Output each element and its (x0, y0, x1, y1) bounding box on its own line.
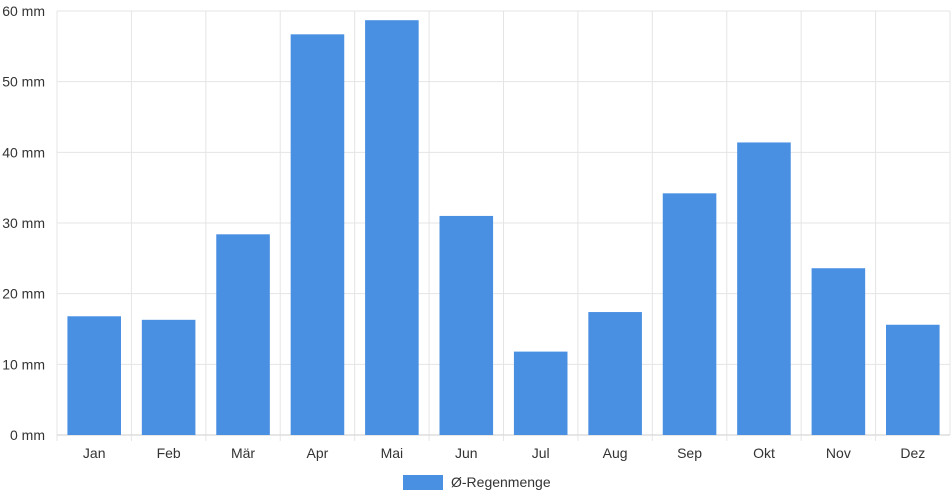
x-tick-label: Apr (307, 445, 329, 461)
x-tick-label: Okt (753, 445, 775, 461)
bar-dez[interactable] (886, 324, 940, 435)
x-tick-label: Jun (455, 445, 478, 461)
x-tick-label: Jan (83, 445, 106, 461)
bar-feb[interactable] (141, 319, 196, 435)
bar-mär[interactable] (216, 234, 270, 435)
bar-apr[interactable] (290, 34, 345, 435)
y-tick-label: 10 mm (2, 356, 45, 372)
x-tick-label: Mai (381, 445, 404, 461)
x-tick-label: Mär (231, 445, 255, 461)
bar-mai[interactable] (365, 20, 419, 435)
bar-jun[interactable] (439, 215, 494, 435)
y-tick-label: 0 mm (10, 427, 45, 443)
x-tick-label: Nov (826, 445, 851, 461)
bar-okt[interactable] (737, 142, 791, 435)
bar-jan[interactable] (67, 316, 121, 435)
x-tick-label: Aug (603, 445, 628, 461)
x-tick-label: Jul (532, 445, 550, 461)
y-tick-label: 60 mm (2, 3, 45, 19)
y-tick-label: 40 mm (2, 144, 45, 160)
bar-sep[interactable] (662, 193, 717, 435)
x-tick-label: Sep (677, 445, 702, 461)
legend-label[interactable]: Ø-Regenmenge (451, 474, 551, 490)
x-tick-label: Feb (157, 445, 181, 461)
y-tick-label: 50 mm (2, 74, 45, 90)
x-tick-label: Dez (900, 445, 925, 461)
bar-jul[interactable] (513, 351, 568, 435)
bar-nov[interactable] (811, 268, 866, 435)
legend-swatch[interactable] (403, 475, 443, 490)
y-tick-label: 20 mm (2, 286, 45, 302)
y-tick-label: 30 mm (2, 215, 45, 231)
bar-aug[interactable] (588, 312, 642, 435)
